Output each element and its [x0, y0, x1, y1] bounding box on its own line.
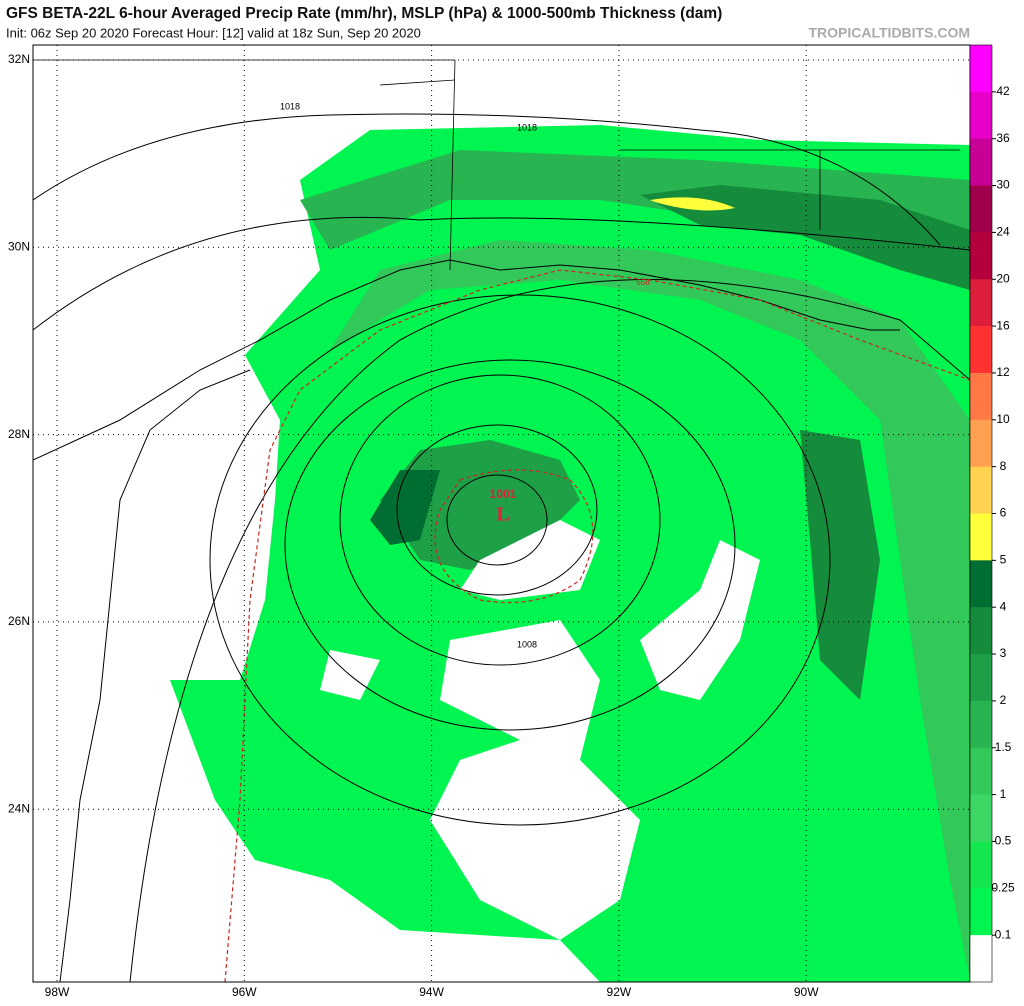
colorbar-swatch — [970, 466, 992, 514]
colorbar-label: 0.5 — [995, 834, 1012, 848]
colorbar-label: 36 — [996, 131, 1010, 145]
colorbar-label: 30 — [996, 178, 1010, 192]
dry-area — [430, 620, 640, 940]
colorbar-swatch — [970, 138, 992, 187]
watermark: TROPICALTIDBITS.COM — [808, 25, 970, 41]
colorbar-swatch — [970, 935, 992, 983]
lat-label: 24N — [8, 801, 30, 815]
colorbar-label: 1 — [1000, 787, 1007, 801]
title: GFS BETA-22L 6-hour Averaged Precip Rate… — [6, 5, 722, 22]
colorbar-swatch — [970, 841, 992, 889]
colorbar-label: 5 — [1000, 553, 1007, 567]
colorbar-swatch — [970, 91, 992, 140]
lat-label: 32N — [8, 52, 30, 66]
colorbar-label: 8 — [1000, 459, 1007, 473]
dry-area — [640, 540, 760, 700]
colorbar: 42 36 30 24 20 16 12 10 8 6 5 4 3 2 1.5 1 0.5 0.25 0.1 — [969, 44, 1015, 983]
lon-label: 98W — [45, 985, 70, 999]
lat-label: 28N — [8, 427, 30, 441]
colorbar-swatch — [970, 419, 992, 468]
lat-label: 26N — [8, 614, 30, 628]
thickness-label: 558 — [636, 278, 650, 287]
lon-label: 94W — [419, 985, 444, 999]
isobar-label: 1018 — [280, 101, 300, 111]
colorbar-swatch — [970, 279, 992, 327]
isobar-label: 1018 — [517, 122, 537, 132]
colorbar-label: 10 — [996, 412, 1010, 426]
precip-band — [300, 150, 970, 260]
graticule: 32N 30N 28N 26N 24N 98W 96W 94W 92W 90W — [8, 45, 970, 999]
colorbar-swatch — [970, 747, 992, 796]
colorbar-label: 3 — [1000, 646, 1007, 660]
colorbar-label: 24 — [996, 225, 1010, 239]
precip-rainband — [800, 430, 880, 700]
colorbar-swatch — [970, 607, 992, 655]
low-pressure: 1001 — [490, 487, 517, 501]
colorbar-swatch — [970, 700, 992, 749]
colorbar-swatch — [970, 326, 992, 374]
colorbar-label: 20 — [996, 271, 1010, 285]
map-area — [33, 45, 970, 982]
colorbar-label: 12 — [996, 365, 1010, 379]
isobar-label: 1008 — [517, 639, 537, 649]
lon-label: 96W — [232, 985, 257, 999]
colorbar-swatch — [970, 888, 992, 936]
lon-label: 90W — [794, 985, 819, 999]
colorbar-label: 2 — [1000, 693, 1007, 707]
colorbar-label: 16 — [996, 318, 1010, 332]
colorbar-swatch — [970, 232, 992, 280]
colorbar-label: 0.1 — [995, 927, 1012, 941]
low-symbol: L — [496, 504, 509, 526]
colorbar-label: 42 — [996, 84, 1010, 98]
colorbar-label: 4 — [1000, 599, 1007, 613]
colorbar-swatch — [970, 372, 992, 421]
precip-heavy-band — [640, 185, 970, 290]
colorbar-swatch — [970, 654, 992, 702]
colorbar-swatch — [970, 560, 992, 608]
isobars — [33, 113, 970, 982]
subtitle: Init: 06z Sep 20 2020 Forecast Hour: [12… — [6, 25, 421, 40]
colorbar-label: 6 — [1000, 506, 1007, 520]
coastline — [33, 259, 900, 461]
coastline — [59, 369, 251, 982]
colorbar-swatch — [970, 794, 992, 842]
precip-peak — [650, 197, 735, 211]
colorbar-swatch — [970, 513, 992, 561]
lon-label: 92W — [607, 985, 632, 999]
colorbar-swatch — [970, 45, 992, 93]
lat-label: 30N — [8, 239, 30, 253]
thickness-contour — [434, 469, 594, 604]
colorbar-label: 0.25 — [991, 880, 1015, 894]
colorbar-swatch — [970, 185, 992, 233]
colorbar-label: 1.5 — [995, 740, 1012, 754]
precip-core-dark — [370, 470, 440, 545]
dry-slot — [460, 520, 600, 600]
